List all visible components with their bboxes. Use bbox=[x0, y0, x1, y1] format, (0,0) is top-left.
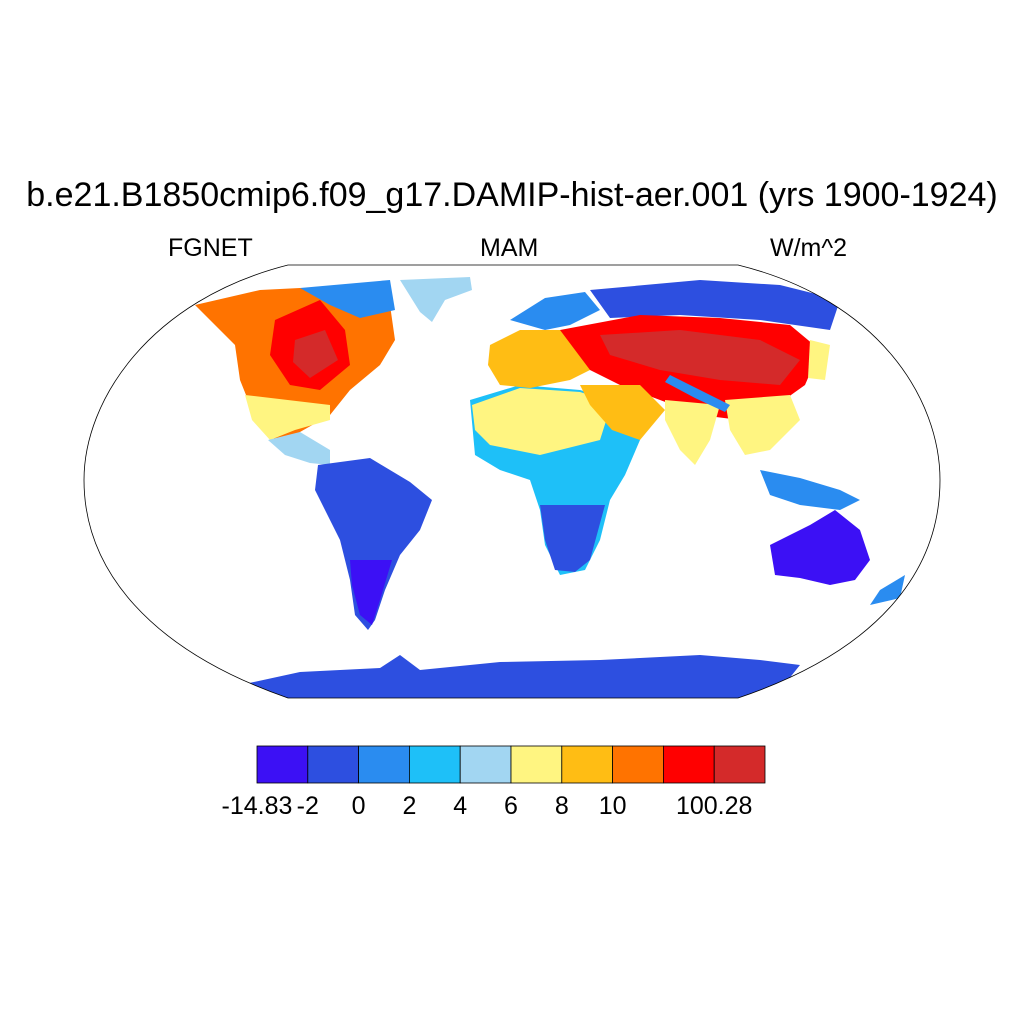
colorbar-labels: -14.83 -2 0 2 4 6 8 10 100.28 bbox=[222, 792, 753, 820]
colorbar-box bbox=[459, 745, 512, 784]
colorbar-tick-label: 8 bbox=[555, 792, 569, 820]
colorbar-box bbox=[612, 745, 664, 784]
south-america bbox=[315, 458, 432, 630]
antarctica bbox=[240, 655, 800, 698]
australia bbox=[770, 510, 870, 585]
southern-africa bbox=[540, 505, 605, 572]
colorbar-box bbox=[663, 745, 715, 784]
map-fill bbox=[195, 277, 905, 698]
middle-east bbox=[580, 385, 665, 440]
siberia-north bbox=[590, 280, 840, 330]
arctic-canada bbox=[300, 280, 395, 318]
patagonia bbox=[350, 560, 392, 625]
colorbar-tick-label: 6 bbox=[504, 792, 518, 820]
colorbar-box bbox=[256, 745, 309, 784]
scandinavia bbox=[510, 292, 600, 330]
maritime-continent bbox=[760, 470, 860, 510]
colorbar-boxes bbox=[256, 745, 766, 784]
colorbar-box bbox=[307, 745, 359, 784]
colorbar-tick-label: 10 bbox=[599, 792, 627, 820]
colorbar-box bbox=[408, 745, 461, 784]
central-asia-hot bbox=[600, 330, 800, 385]
center-string: MAM bbox=[480, 234, 539, 262]
central-america bbox=[268, 432, 330, 465]
india bbox=[665, 400, 720, 465]
kamchatka bbox=[808, 340, 830, 380]
colorbar-tick-label: -2 bbox=[297, 792, 319, 820]
sahara bbox=[472, 388, 612, 455]
southeast-asia bbox=[725, 395, 800, 455]
colorbar-box bbox=[358, 745, 410, 784]
us-south bbox=[245, 395, 330, 440]
new-zealand bbox=[870, 575, 905, 605]
colorbar-box bbox=[713, 745, 766, 784]
colorbar-tick-label: -14.83 bbox=[222, 792, 293, 820]
greenland bbox=[400, 277, 472, 322]
colorbar-tick-label: 0 bbox=[352, 792, 366, 820]
plot-title: b.e21.B1850cmip6.f09_g17.DAMIP-hist-aer.… bbox=[26, 176, 998, 214]
tibet-cold bbox=[665, 375, 730, 412]
left-string: FGNET bbox=[168, 234, 253, 262]
colorbar-tick-label: 2 bbox=[402, 792, 416, 820]
map-border bbox=[83, 264, 941, 699]
colorbar-tick-label: 4 bbox=[453, 792, 467, 820]
colorbar-box bbox=[510, 745, 563, 784]
colorbar-tick-label: 100.28 bbox=[676, 792, 752, 820]
units-string: W/m^2 bbox=[770, 234, 848, 262]
north-america-hot bbox=[293, 330, 338, 378]
colorbar-box bbox=[561, 745, 613, 784]
